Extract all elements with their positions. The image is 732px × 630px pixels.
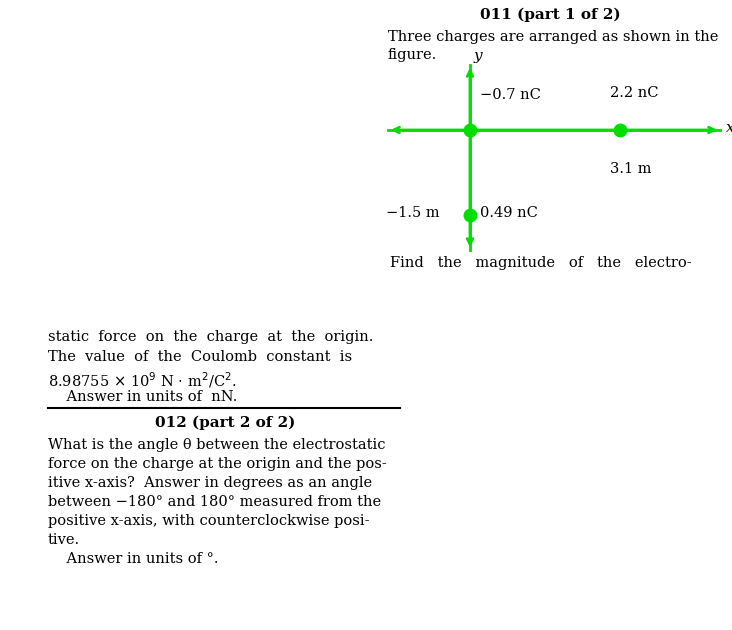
Text: tive.: tive. [48,533,80,547]
Text: between −180° and 180° measured from the: between −180° and 180° measured from the [48,495,381,509]
Text: Answer in units of  nN.: Answer in units of nN. [48,390,237,404]
Text: 0.49 nC: 0.49 nC [480,206,538,220]
Text: x: x [726,121,732,135]
Text: 012 (part 2 of 2): 012 (part 2 of 2) [154,416,295,430]
Text: static  force  on  the  charge  at  the  origin.: static force on the charge at the origin… [48,330,373,344]
Text: 011 (part 1 of 2): 011 (part 1 of 2) [479,8,620,23]
Text: positive x-axis, with counterclockwise posi-: positive x-axis, with counterclockwise p… [48,514,370,528]
Text: −0.7 nC: −0.7 nC [480,88,541,102]
Text: figure.: figure. [388,48,437,62]
Text: itive x-axis?  Answer in degrees as an angle: itive x-axis? Answer in degrees as an an… [48,476,372,490]
Text: force on the charge at the origin and the pos-: force on the charge at the origin and th… [48,457,386,471]
Text: −1.5 m: −1.5 m [386,206,440,220]
Text: 8.98755 $\times$ 10$^{9}$ N $\cdot$ m$^{2}$/C$^{2}$.: 8.98755 $\times$ 10$^{9}$ N $\cdot$ m$^{… [48,370,236,390]
Text: 3.1 m: 3.1 m [610,162,651,176]
Text: y: y [474,49,482,63]
Text: What is the angle θ between the electrostatic: What is the angle θ between the electros… [48,438,386,452]
Text: The  value  of  the  Coulomb  constant  is: The value of the Coulomb constant is [48,350,352,364]
Text: Answer in units of °.: Answer in units of °. [48,552,218,566]
Text: 2.2 nC: 2.2 nC [610,86,659,100]
Text: Three charges are arranged as shown in the: Three charges are arranged as shown in t… [388,30,718,44]
Text: Find   the   magnitude   of   the   electro-: Find the magnitude of the electro- [390,256,692,270]
